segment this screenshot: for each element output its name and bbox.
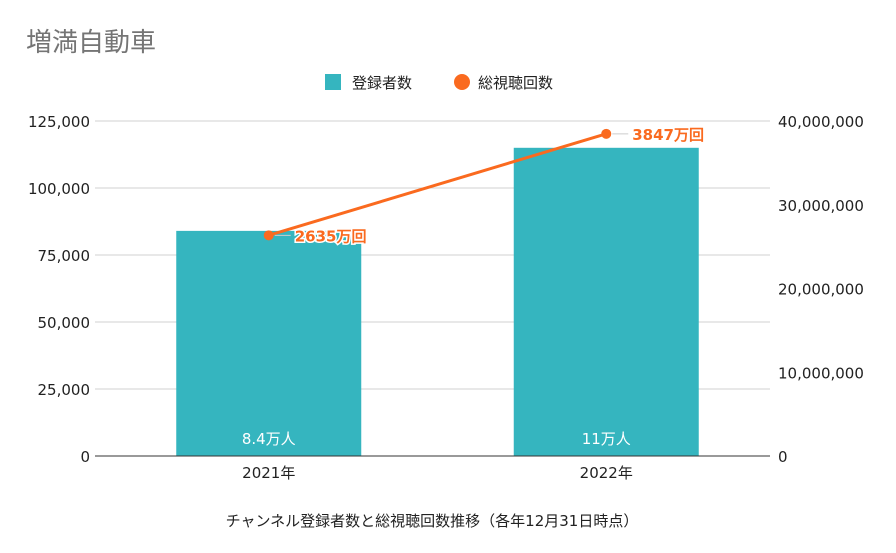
line-series (268, 132, 607, 237)
line-point (601, 128, 612, 139)
left-tick-label: 100,000 (28, 180, 90, 198)
left-tick-label: 125,000 (28, 113, 90, 131)
chart-title: 増満自動車 (26, 28, 157, 58)
bar-data-label: 8.4万人 (242, 430, 296, 448)
x-tick-label: 2021年 (242, 464, 295, 482)
right-tick-label: 30,000,000 (778, 197, 864, 215)
right-tick-label: 40,000,000 (778, 113, 864, 131)
left-tick-label: 0 (80, 448, 90, 466)
bar (176, 230, 362, 456)
right-tick-label: 10,000,000 (778, 364, 864, 382)
right-tick-label: 20,000,000 (778, 281, 864, 299)
line-point (263, 230, 274, 241)
left-tick-label: 25,000 (38, 381, 91, 399)
left-tick-label: 75,000 (38, 247, 91, 265)
line-data-label: 2635万回 (295, 227, 367, 245)
x-axis-title: チャンネル登録者数と総視聴回数推移（各年12月31日時点） (226, 512, 639, 530)
left-tick-label: 50,000 (38, 314, 91, 332)
x-tick-label: 2022年 (580, 464, 633, 482)
legend-swatch-bar (325, 74, 341, 90)
right-tick-label: 0 (778, 448, 788, 466)
legend-label: 登録者数 (352, 74, 412, 92)
line-data-label: 3847万回 (632, 126, 704, 144)
legend-swatch-line (454, 74, 470, 90)
bar-data-label: 11万人 (582, 430, 631, 448)
legend-label: 総視聴回数 (478, 74, 553, 92)
bar (513, 147, 699, 457)
